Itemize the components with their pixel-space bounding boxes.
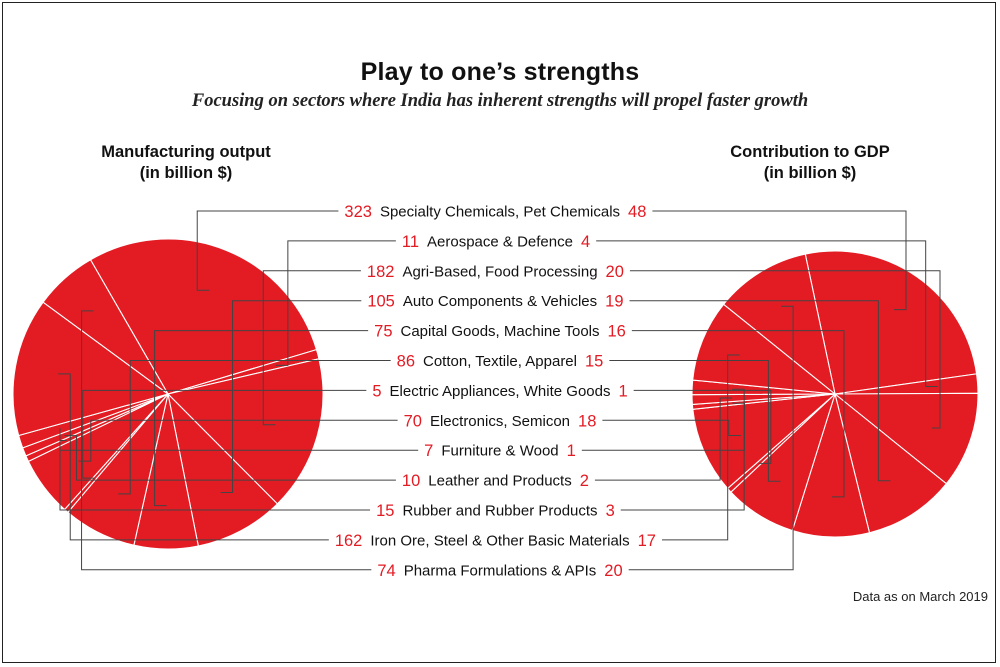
gdp-value-aerospace-defence: 4 [581, 233, 590, 251]
manufacturing-value-aerospace-defence: 11 [402, 233, 419, 251]
leader-line-gdp-auto-components-vehicles [629, 300, 891, 482]
leader-line-gdp-agri-based-food-processing [629, 270, 941, 429]
leader-line-gdp-specialty-chemicals-pet-chemicals [652, 210, 907, 311]
category-label-cotton-textile-apparel: Cotton, Textile, Apparel [423, 353, 577, 370]
leader-line-gdp-cotton-textile-apparel [609, 360, 781, 482]
category-label-electronics-semicon: Electronics, Semicon [430, 413, 570, 430]
pie-slice-manufacturing-specialty-chemicals-pet-chemicals [89, 238, 318, 395]
leader-line-manufacturing-pharma-formulations-apis [81, 310, 372, 571]
leader-line-manufacturing-rubber-and-rubber-products [59, 428, 371, 511]
leader-line-manufacturing-capital-goods-machine-tools [154, 330, 369, 507]
pie-slice-gdp-pharma-formulations-apis [723, 253, 836, 395]
category-label-capital-goods-machine-tools: Capital Goods, Machine Tools [401, 323, 600, 340]
leader-line-gdp-iron-ore-steel-other-basic-materials [661, 354, 740, 541]
manufacturing-value-rubber-and-rubber-products: 15 [376, 502, 394, 520]
manufacturing-value-electronics-semicon: 70 [404, 412, 422, 430]
pie-slice-gdp-agri-based-food-processing [834, 392, 979, 485]
category-label-iron-ore-steel-other-basic-materials: Iron Ore, Steel & Other Basic Materials [370, 532, 629, 549]
right-pie-label-line2: (in billion $) [763, 164, 857, 182]
chart-subtitle: Focusing on sectors where India has inhe… [191, 91, 809, 111]
right-pie-label: Contribution to GDP (in billion $) [690, 142, 930, 184]
leader-line-gdp-leather-and-products [594, 397, 733, 481]
category-label-pharma-formulations-apis: Pharma Formulations & APIs [404, 562, 597, 579]
leader-line-gdp-rubber-and-rubber-products [620, 388, 745, 511]
leader-line-gdp-electric-appliances-white-goods [633, 389, 772, 464]
gdp-value-specialty-chemicals-pet-chemicals: 48 [628, 203, 646, 221]
leader-line-gdp-electronics-semicon [602, 419, 741, 436]
manufacturing-value-leather-and-products: 10 [402, 472, 420, 490]
left-pie-label: Manufacturing output (in billion $) [66, 142, 306, 184]
leader-line-manufacturing-specialty-chemicals-pet-chemicals [196, 210, 339, 291]
leader-line-manufacturing-aerospace-defence [275, 240, 396, 366]
leader-line-gdp-capital-goods-machine-tools [631, 330, 845, 498]
pie-slice-manufacturing-agri-based-food-processing [167, 358, 324, 505]
category-label-electric-appliances-white-goods: Electric Appliances, White Goods [390, 383, 611, 400]
leader-line-gdp-aerospace-defence [596, 240, 938, 388]
left-pie-label-line1: Manufacturing output [101, 143, 271, 161]
gdp-value-leather-and-products: 2 [580, 472, 589, 490]
manufacturing-value-electric-appliances-white-goods: 5 [372, 382, 381, 400]
category-label-leather-and-products: Leather and Products [428, 473, 571, 490]
gdp-value-rubber-and-rubber-products: 3 [606, 502, 615, 520]
pie-slice-gdp-auto-components-vehicles [834, 393, 947, 534]
pie-slice-manufacturing-iron-ore-steel-other-basic-materials [12, 301, 169, 437]
manufacturing-value-auto-components-vehicles: 105 [367, 293, 395, 311]
gdp-value-cotton-textile-apparel: 15 [585, 353, 603, 371]
manufacturing-value-furniture-wood: 7 [424, 442, 433, 460]
manufacturing-value-cotton-textile-apparel: 86 [397, 353, 415, 371]
leader-line-manufacturing-iron-ore-steel-other-basic-materials [58, 373, 329, 541]
category-label-agri-based-food-processing: Agri-Based, Food Processing [402, 263, 597, 280]
category-label-rubber-and-rubber-products: Rubber and Rubber Products [402, 503, 597, 520]
left-pie-label-line2: (in billion $) [139, 164, 233, 182]
gdp-value-electronics-semicon: 18 [578, 412, 596, 430]
gdp-value-iron-ore-steel-other-basic-materials: 17 [638, 532, 656, 550]
pie-slice-gdp-specialty-chemicals-pet-chemicals [804, 250, 978, 395]
manufacturing-value-iron-ore-steel-other-basic-materials: 162 [335, 532, 363, 550]
pie-slice-gdp-electronics-semicon [692, 393, 836, 490]
manufacturing-value-capital-goods-machine-tools: 75 [374, 323, 392, 341]
leader-line-manufacturing-agri-based-food-processing [262, 270, 361, 426]
manufacturing-value-pharma-formulations-apis: 74 [377, 562, 395, 580]
leader-line-manufacturing-electric-appliances-white-goods [82, 389, 367, 479]
gdp-value-capital-goods-machine-tools: 16 [608, 323, 626, 341]
category-label-aerospace-defence: Aerospace & Defence [427, 233, 573, 250]
manufacturing-value-agri-based-food-processing: 182 [367, 263, 395, 281]
category-label-specialty-chemicals-pet-chemicals: Specialty Chemicals, Pet Chemicals [380, 204, 620, 221]
gdp-value-pharma-formulations-apis: 20 [604, 562, 622, 580]
gdp-value-electric-appliances-white-goods: 1 [618, 382, 627, 400]
chart-title: Play to one’s strengths [360, 58, 640, 86]
pie-slice-manufacturing-auto-components-vehicles [167, 393, 278, 547]
manufacturing-value-specialty-chemicals-pet-chemicals: 323 [344, 203, 372, 221]
footnote: Data as on March 2019 [852, 589, 988, 604]
leader-line-gdp-pharma-formulations-apis [628, 305, 794, 571]
right-pie-label-line1: Contribution to GDP [730, 143, 890, 161]
leader-line-manufacturing-auto-components-vehicles [220, 300, 362, 493]
category-label-furniture-wood: Furniture & Wood [441, 443, 558, 460]
gdp-value-auto-components-vehicles: 19 [605, 293, 623, 311]
gdp-value-agri-based-food-processing: 20 [606, 263, 624, 281]
leader-line-manufacturing-electronics-semicon [78, 419, 398, 462]
pie-slice-gdp-iron-ore-steel-other-basic-materials [692, 303, 836, 395]
gdp-value-furniture-wood: 1 [567, 442, 576, 460]
category-label-auto-components-vehicles: Auto Components & Vehicles [403, 293, 597, 310]
leader-line-manufacturing-cotton-textile-apparel [118, 360, 391, 495]
